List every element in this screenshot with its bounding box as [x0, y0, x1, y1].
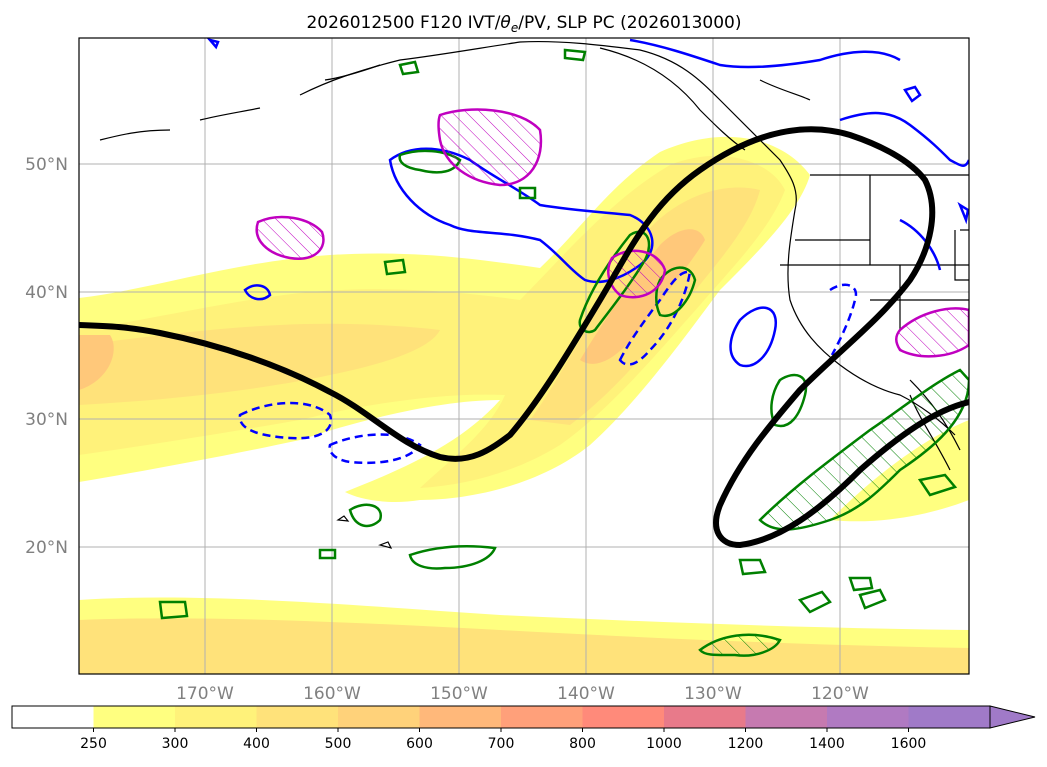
colorbar-tick-label: 250	[80, 736, 107, 752]
lat-label-40: 40°N	[25, 283, 68, 303]
colorbar-segment	[501, 706, 583, 728]
colorbar-tick-label: 1200	[728, 736, 764, 752]
lat-label-20: 20°N	[25, 538, 68, 558]
lon-label-140: 140°W	[557, 684, 615, 704]
lon-label-120: 120°W	[811, 684, 869, 704]
colorbar-tick-label: 400	[243, 736, 270, 752]
colorbar-segment	[908, 706, 991, 728]
map-frame	[78, 37, 970, 675]
colorbar-segment	[256, 706, 339, 728]
colorbar-segment	[664, 706, 746, 728]
colorbar-extend-arrow	[989, 705, 1036, 729]
colorbar-tick-label: 600	[406, 736, 433, 752]
coastlines	[99, 40, 969, 549]
colorbar-segment	[338, 706, 420, 728]
colorbar-tick-label: 300	[162, 736, 189, 752]
map-area	[79, 38, 969, 674]
slp-pc-contour	[79, 126, 969, 549]
lon-label-160: 160°W	[303, 684, 361, 704]
colorbar-tick-label: 1000	[646, 736, 682, 752]
lon-label-150: 150°W	[430, 684, 488, 704]
colorbar-segment	[93, 706, 176, 728]
longitude-labels: 170°W 160°W 150°W 140°W 130°W 120°W	[176, 684, 869, 704]
colorbar: 250 300 400 500 600 700 800 1000 1200 1400 1600	[11, 705, 1036, 752]
colorbar-segment	[827, 706, 909, 728]
latitude-labels: 50°N 40°N 30°N 20°N	[25, 155, 68, 558]
lat-label-30: 30°N	[25, 410, 68, 430]
colorbar-tick-label: 800	[569, 736, 596, 752]
figure-title: 2026012500 F120 IVT/θe/PV, SLP PC (20260…	[306, 13, 741, 35]
colorbar-tick-label: 1600	[891, 736, 927, 752]
lon-label-130: 130°W	[684, 684, 742, 704]
colorbar-segment	[419, 706, 502, 728]
lon-label-170: 170°W	[176, 684, 234, 704]
lat-label-50: 50°N	[25, 155, 68, 175]
colorbar-segment	[12, 706, 94, 728]
pv-contours-dashed	[238, 270, 858, 465]
colorbar-segment	[745, 706, 828, 728]
colorbar-segment	[582, 706, 665, 728]
colorbar-tick-label: 1400	[809, 736, 845, 752]
colorbar-tick-label: 700	[488, 736, 515, 752]
theta-e-contours	[158, 48, 969, 657]
hatched-contours	[255, 108, 969, 358]
colorbar-tick-label: 500	[325, 736, 352, 752]
colorbar-segment	[175, 706, 257, 728]
